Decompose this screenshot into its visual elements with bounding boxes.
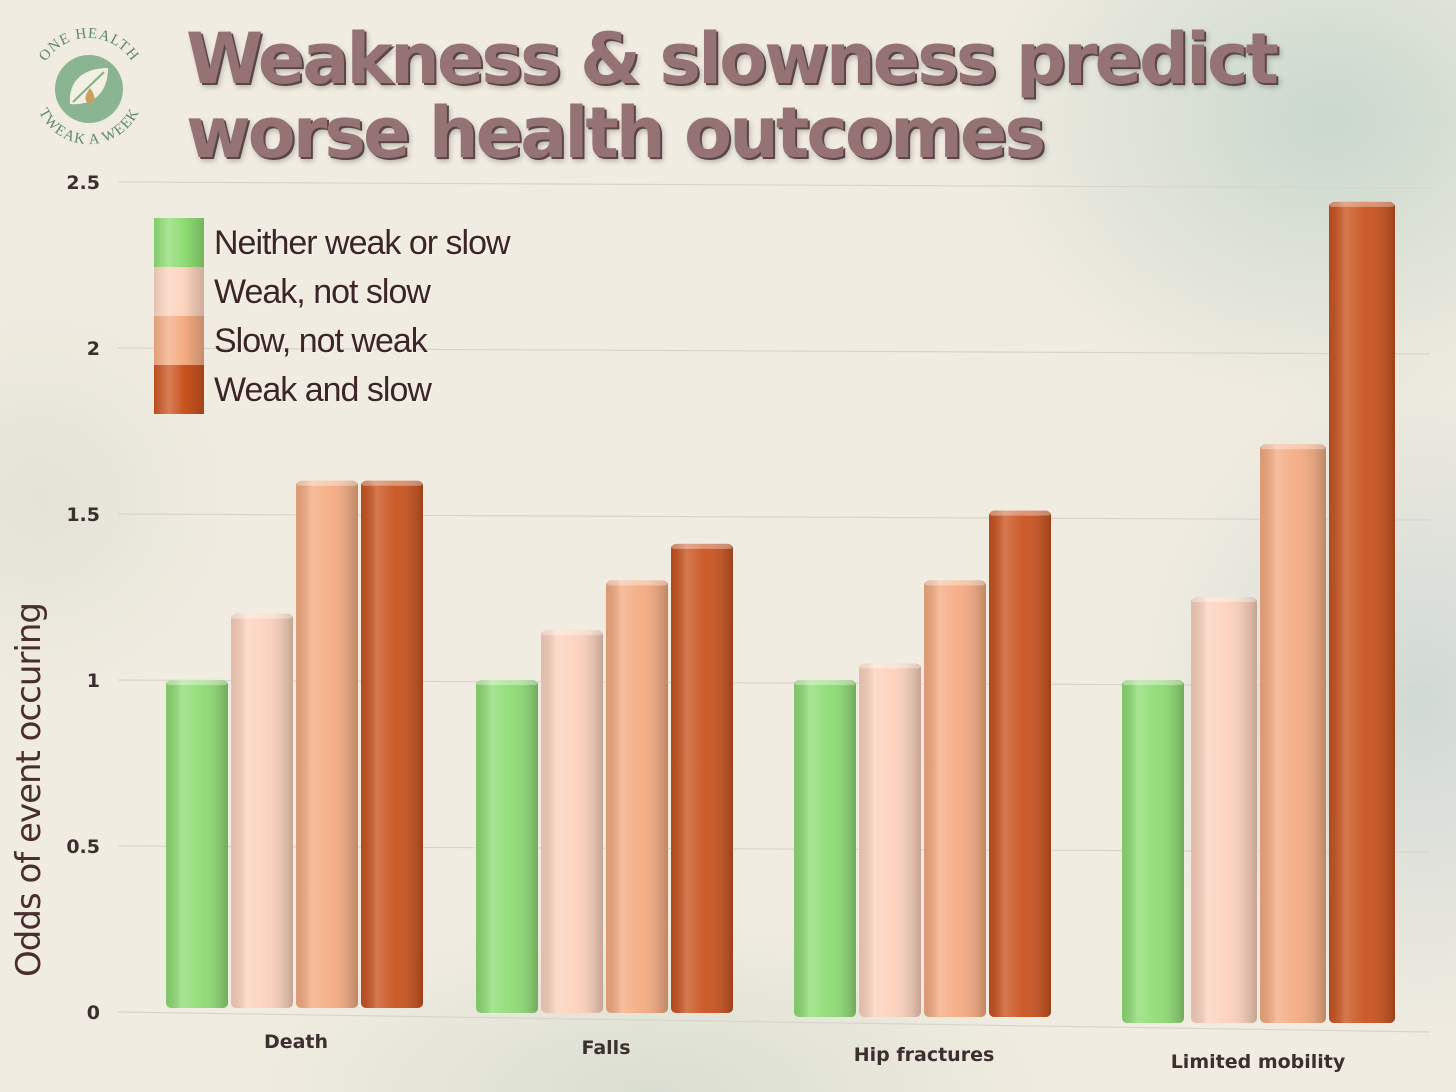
bar-top-highlight	[362, 480, 422, 486]
y-axis-ticks: 0 0.5 1 1.5 2 2.5	[66, 172, 100, 1024]
one-health-logo: ONE HEALTH TWEAK A WEEK	[35, 26, 142, 148]
bar-shading	[1122, 680, 1184, 1023]
bar-falls-3	[606, 580, 668, 1013]
y-tick-label: 1.5	[66, 504, 100, 526]
bar-top-highlight	[477, 680, 537, 685]
gridline-4	[117, 347, 1431, 355]
bar-falls-1	[476, 680, 538, 1013]
bar-top-highlight	[232, 613, 292, 619]
bar-falls-4	[671, 543, 733, 1013]
y-tick-label: 0.5	[66, 836, 100, 858]
bar-shading	[671, 543, 733, 1013]
chart-title: Weakness & slowness predict worse health…	[186, 18, 1279, 174]
bar-death-2	[231, 613, 293, 1008]
bars	[166, 201, 1395, 1024]
bar-hip-fractures-1	[794, 680, 856, 1017]
bar-limited-mobility-3	[1260, 444, 1326, 1023]
bar-top-highlight	[990, 510, 1050, 516]
gridline-0	[117, 1011, 1431, 1033]
leaf-drop-icon	[69, 68, 108, 105]
bar-top-highlight	[1123, 680, 1183, 685]
bar-shading	[1329, 201, 1395, 1024]
x-tick-label: Limited mobility	[1171, 1051, 1346, 1073]
bar-shading	[989, 510, 1051, 1017]
bar-top-highlight	[297, 480, 357, 486]
legend-label-neither: Neither weak or slow	[214, 224, 511, 262]
bar-top-highlight	[1330, 201, 1394, 207]
legend-label-weak-not-slow: Weak, not slow	[214, 273, 431, 311]
bar-shading	[296, 480, 358, 1008]
bar-falls-2	[541, 630, 603, 1013]
bar-death-4	[361, 480, 423, 1008]
bar-top-highlight	[542, 630, 602, 636]
y-tick-label: 2.5	[66, 172, 100, 194]
x-tick-label: Falls	[581, 1037, 630, 1059]
bar-limited-mobility-4	[1329, 201, 1395, 1024]
gridline-5	[117, 181, 1431, 189]
bar-top-highlight	[860, 663, 920, 669]
bar-top-highlight	[1261, 444, 1325, 450]
bar-shading	[166, 680, 228, 1008]
x-axis-ticks: Death Falls Hip fractures Limited mobility	[264, 1031, 1346, 1073]
legend-swatch-weak-and-slow	[154, 365, 204, 414]
bar-shading	[1260, 444, 1326, 1023]
bar-shading	[361, 480, 423, 1008]
bar-death-3	[296, 480, 358, 1008]
bar-shading	[231, 613, 293, 1008]
x-tick-label: Death	[264, 1031, 328, 1053]
bar-shading	[924, 580, 986, 1017]
bar-death-1	[166, 680, 228, 1008]
y-tick-label: 2	[87, 338, 100, 360]
bar-shading	[1191, 597, 1257, 1023]
y-tick-label: 0	[87, 1002, 100, 1024]
legend-swatch-weak-not-slow	[154, 267, 204, 316]
bar-shading	[476, 680, 538, 1013]
bar-shading	[859, 663, 921, 1017]
bar-top-highlight	[925, 580, 985, 586]
legend-swatch-neither	[154, 218, 204, 267]
bar-top-highlight	[672, 543, 732, 549]
legend-label-slow-not-weak: Slow, not weak	[214, 322, 428, 360]
title-line-2: worse health outcomes	[186, 92, 1046, 174]
bar-top-highlight	[167, 680, 227, 685]
legend-label-weak-and-slow: Weak and slow	[214, 371, 432, 409]
y-axis-label: Odds of event occuring	[9, 603, 49, 977]
bar-hip-fractures-2	[859, 663, 921, 1017]
bar-top-highlight	[607, 580, 667, 586]
bar-top-highlight	[795, 680, 855, 685]
title-line-1: Weakness & slowness predict	[186, 18, 1279, 100]
legend-swatch-slow-not-weak	[154, 316, 204, 365]
bar-top-highlight	[1192, 597, 1256, 602]
bar-hip-fractures-3	[924, 580, 986, 1017]
x-tick-label: Hip fractures	[854, 1044, 995, 1066]
bar-shading	[794, 680, 856, 1017]
bar-limited-mobility-2	[1191, 597, 1257, 1023]
bar-shading	[606, 580, 668, 1013]
bar-shading	[541, 630, 603, 1013]
y-tick-label: 1	[87, 670, 100, 692]
bar-limited-mobility-1	[1122, 680, 1184, 1023]
bar-hip-fractures-4	[989, 510, 1051, 1017]
